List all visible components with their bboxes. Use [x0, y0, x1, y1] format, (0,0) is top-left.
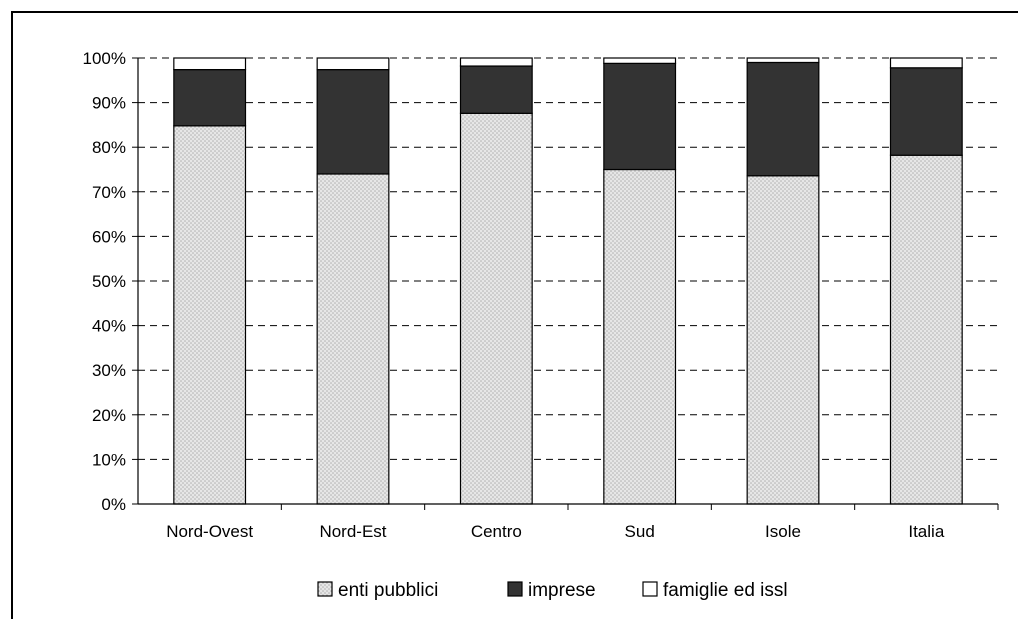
- bar-segment-enti-pubblici: [459, 112, 533, 505]
- y-tick-label: 30%: [92, 361, 126, 380]
- bar-segment-famiglie-ed-issl: [603, 57, 677, 64]
- bar-segment-imprese: [889, 67, 963, 156]
- y-tick-label: 50%: [92, 272, 126, 291]
- y-tick-label: 40%: [92, 317, 126, 336]
- y-tick-label: 20%: [92, 406, 126, 425]
- legend-label: famiglie ed issl: [663, 580, 788, 601]
- y-tick-label: 70%: [92, 183, 126, 202]
- legend-swatch: [642, 581, 658, 597]
- bar-segment-famiglie-ed-issl: [173, 57, 247, 71]
- bar-segment-enti-pubblici: [173, 125, 247, 505]
- x-tick-label: Nord-Ovest: [166, 522, 253, 541]
- y-tick-label: 60%: [92, 227, 126, 246]
- y-tick-label: 0%: [101, 495, 126, 514]
- bars: [173, 57, 963, 505]
- bar-segment-imprese: [603, 62, 677, 171]
- bar-segment-enti-pubblici: [316, 173, 390, 505]
- bar-segment-enti-pubblici: [603, 168, 677, 505]
- bar-segment-enti-pubblici: [889, 154, 963, 505]
- bar-segment-famiglie-ed-issl: [316, 57, 390, 71]
- y-tick-label: 10%: [92, 450, 126, 469]
- x-tick-label: Sud: [625, 522, 655, 541]
- legend-label: enti pubblici: [338, 580, 438, 601]
- legend-label: imprese: [528, 580, 596, 601]
- y-tick-label: 100%: [83, 49, 126, 68]
- bar-segment-imprese: [173, 68, 247, 127]
- x-tick-label: Italia: [908, 522, 944, 541]
- x-tick-label: Centro: [471, 522, 522, 541]
- bar-segment-famiglie-ed-issl: [889, 57, 963, 69]
- bar-segment-famiglie-ed-issl: [459, 57, 533, 67]
- bar-segment-imprese: [746, 61, 820, 177]
- axes: 0% 10% 20% 30% 40% 50% 60% 70% 80% 90% 100% Nord-Ov…: [83, 49, 999, 541]
- bar-segment-imprese: [459, 65, 533, 114]
- gridlines: [138, 57, 998, 460]
- legend-swatch: [507, 581, 523, 597]
- y-tick-label: 90%: [92, 94, 126, 113]
- legend: enti pubblici imprese famiglie ed issl: [317, 580, 788, 601]
- x-tick-label: Nord-Est: [319, 522, 386, 541]
- legend-swatch: [317, 581, 333, 597]
- bar-segment-enti-pubblici: [746, 175, 820, 505]
- y-tick-label: 80%: [92, 138, 126, 157]
- x-tick-label: Isole: [765, 522, 801, 541]
- bar-segment-imprese: [316, 68, 390, 175]
- bar-segment-famiglie-ed-issl: [746, 57, 820, 64]
